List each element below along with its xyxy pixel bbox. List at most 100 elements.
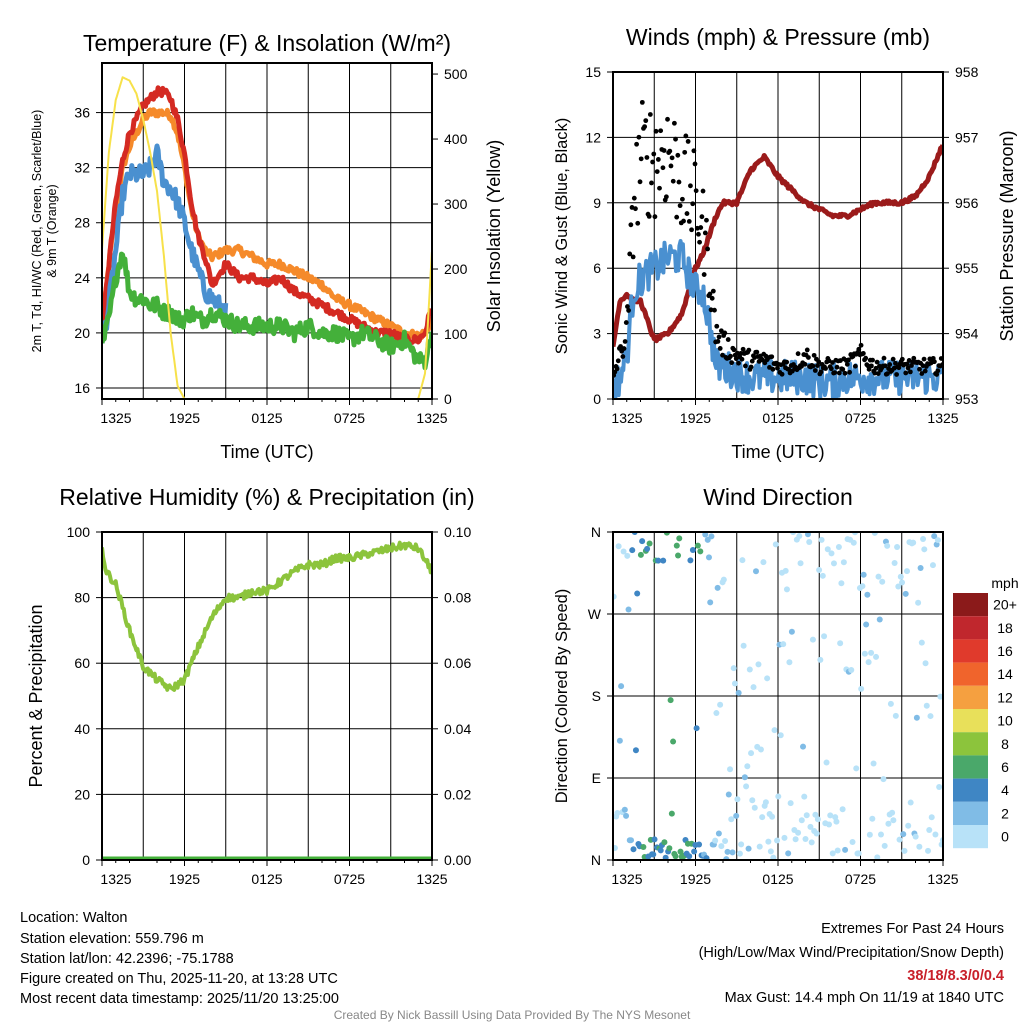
wind-ytick-label: 6 <box>593 260 601 276</box>
wind-direction-point <box>738 841 745 848</box>
temp-ylabel-2: & 9m T (Orange) <box>45 184 59 277</box>
wind-y2tick-label: 955 <box>955 260 979 276</box>
gust-point <box>816 359 822 365</box>
gust-point <box>654 169 660 174</box>
gust-point <box>731 347 737 353</box>
legend-swatch <box>953 639 988 663</box>
wind-direction-point <box>759 814 766 821</box>
wind-direction-point <box>829 850 836 857</box>
gust-point <box>705 246 711 252</box>
gust-point <box>812 368 818 373</box>
gust-point <box>887 362 893 367</box>
gust-point <box>631 195 637 201</box>
rh-y2tick-label: 0.04 <box>444 721 471 737</box>
temp-ytick-label: 20 <box>74 325 90 341</box>
series-hi-wc <box>102 143 229 344</box>
wind-direction-point <box>891 560 898 567</box>
gust-point <box>685 139 691 144</box>
gust-point <box>911 355 917 361</box>
rh-chart-title: Relative Humidity (%) & Precipitation (i… <box>59 484 474 510</box>
gust-point <box>754 349 760 355</box>
gust-point <box>847 369 853 375</box>
wind-direction-point <box>818 536 825 543</box>
wind-direction-point <box>628 837 635 844</box>
gust-point <box>875 371 881 377</box>
legend-swatch <box>953 732 988 756</box>
wind-direction-point <box>861 650 868 657</box>
gust-point <box>852 363 858 369</box>
wind-direction-point <box>800 743 807 750</box>
rh-y2tick-label: 0.00 <box>444 852 471 868</box>
gust-point <box>621 346 627 351</box>
gust-point <box>893 360 898 366</box>
wdir-plot-border <box>612 531 944 861</box>
gust-point <box>720 352 725 358</box>
gust-point <box>697 239 702 245</box>
wind-direction-point <box>769 813 776 820</box>
wind-direction-point <box>936 783 943 790</box>
gust-point <box>811 352 817 358</box>
wind-direction-point <box>650 851 657 858</box>
wind-direction-point <box>920 535 927 542</box>
wind-direction-point <box>782 567 789 574</box>
wind-direction-point <box>905 822 912 829</box>
wdir-xtick-label: 1925 <box>680 871 711 887</box>
gust-point <box>676 179 682 185</box>
wind-direction-point <box>925 847 932 854</box>
temp-ylabel-1: 2m T, Td, HI/WC (Red, Green, Scarlet/Blu… <box>30 110 44 353</box>
wind-direction-point <box>873 653 880 660</box>
gust-point <box>615 358 621 364</box>
wind-direction-point <box>772 541 779 548</box>
wind-direction-point <box>666 845 673 852</box>
wind-direction-point <box>937 693 943 700</box>
wdir-xtick-label: 0125 <box>762 871 793 887</box>
gust-point <box>671 120 677 126</box>
wind-direction-point <box>743 783 750 790</box>
wind-direction-point <box>786 659 793 666</box>
wind-direction-point <box>618 683 625 690</box>
gust-point <box>638 156 644 162</box>
gust-point <box>919 371 925 376</box>
gust-point <box>628 222 634 228</box>
wind-direction-point <box>621 806 628 813</box>
temp-ytick-label: 24 <box>74 270 90 286</box>
gust-point <box>739 356 745 362</box>
wind-direction-point <box>842 846 849 853</box>
gust-point <box>716 334 722 340</box>
wind-direction-point <box>708 533 715 540</box>
wind-direction-point <box>853 765 860 772</box>
wind-direction-point <box>697 548 704 555</box>
wind-direction-point <box>757 746 764 753</box>
gust-point <box>622 339 628 344</box>
gust-point <box>729 360 735 366</box>
wdir-xtick-label: 1325 <box>927 871 958 887</box>
wind-direction-point <box>795 829 802 836</box>
wind-direction-point <box>885 820 892 827</box>
wind-direction-point <box>832 814 839 821</box>
gust-point <box>736 360 741 366</box>
temp-xtick-label: 1325 <box>416 410 447 426</box>
legend-label: 4 <box>1001 782 1009 798</box>
wind-direction-point <box>660 557 667 564</box>
legend-label: 6 <box>1001 759 1009 775</box>
wdir-xtick-label: 1325 <box>611 871 642 887</box>
wind-direction-point <box>730 665 737 672</box>
gust-point <box>677 203 683 209</box>
gust-point <box>709 295 715 301</box>
wind-y2tick-label: 954 <box>955 326 979 342</box>
wind-direction-point <box>625 606 632 613</box>
wind-direction-point <box>762 799 769 806</box>
wind-chart-title: Winds (mph) & Pressure (mb) <box>626 24 930 50</box>
wind-direction-point <box>860 571 867 578</box>
gust-point <box>938 356 943 361</box>
wind-direction-point <box>620 548 627 555</box>
gust-point <box>896 365 902 371</box>
temp-chart-title: Temperature (F) & Insolation (W/m²) <box>83 30 451 56</box>
gust-point <box>699 214 705 220</box>
wind-direction-point <box>739 557 746 564</box>
wind-direction-point <box>640 844 647 851</box>
gust-point <box>643 118 649 124</box>
wind-direction-point <box>785 850 792 857</box>
wind-direction-point <box>637 551 644 558</box>
wind-ylabel: Sonic Wind & Gust (Blue, Black) <box>553 118 571 355</box>
